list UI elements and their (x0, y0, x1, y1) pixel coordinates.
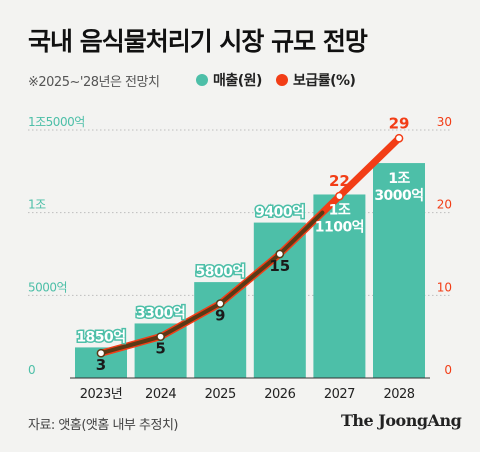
chart-title: 국내 음식물처리기 시장 규모 전망 (28, 27, 368, 56)
bar (253, 222, 306, 378)
legend: 매출(원) 보급률(%) (196, 70, 356, 90)
penetration-point (275, 249, 285, 259)
left-axis-tick-label: 5000억 (28, 280, 67, 294)
legend-item-sales: 매출(원) (196, 70, 262, 90)
publisher-logo: The JoongAng (341, 411, 462, 430)
x-tick-label: 2026 (264, 387, 295, 402)
right-axis-tick-label: 20 (437, 198, 452, 212)
right-axis-tick-label: 30 (437, 115, 452, 129)
penetration-point (96, 348, 106, 358)
x-tick-label: 2023년 (80, 387, 123, 402)
legend-item-penetration: 보급률(%) (275, 70, 356, 90)
penetration-point (156, 332, 165, 342)
bar (194, 282, 247, 378)
penetration-value-label: 29 (389, 114, 410, 132)
bar-value-label: 1조 1100억 (315, 202, 364, 235)
penetration-point (335, 191, 344, 201)
left-axis-tick-label: 0 (28, 363, 35, 377)
x-tick-label: 2024 (145, 387, 176, 402)
right-axis-tick-label: 0 (444, 363, 452, 377)
legend-swatch-sales (196, 74, 208, 86)
bar-value-label: 9400억 (255, 205, 304, 221)
bar-value-label-line: 1조 (329, 202, 351, 218)
bar-value-label: 1850억 (76, 329, 125, 345)
left-axis-tick-label: 1조5000억 (28, 115, 85, 129)
bar (313, 194, 366, 378)
legend-swatch-penetration (275, 74, 288, 86)
bar-value-label-line: 1조 (388, 171, 410, 187)
penetration-point (215, 299, 225, 308)
x-tick-label: 2027 (324, 387, 355, 402)
legend-label-sales: 매출(원) (213, 73, 262, 89)
bar-value-label-line: 1100억 (315, 219, 364, 235)
right-axis-tick-label: 10 (437, 280, 452, 294)
penetration-value-label: 15 (269, 257, 290, 275)
forecast-note: ※2025~'28년은 전망치 (28, 75, 160, 90)
bar-value-label: 5800억 (196, 264, 245, 280)
bar-value-label: 1조 3000억 (374, 171, 423, 204)
left-axis-tick-label: 1조 (28, 198, 46, 212)
penetration-value-label: 3 (96, 356, 106, 374)
bar-value-label: 3300억 (136, 305, 185, 321)
source-text: 자료: 앳홈(앳홈 내부 추정치) (28, 418, 178, 433)
bar (373, 163, 425, 378)
x-tick-label: 2028 (383, 387, 414, 402)
x-tick-label: 2025 (205, 387, 236, 402)
legend-label-penetration: 보급률(%) (292, 73, 356, 89)
penetration-value-label: 22 (329, 172, 350, 190)
penetration-point (394, 133, 404, 143)
penetration-value-label: 5 (155, 340, 165, 358)
penetration-value-label: 9 (215, 307, 225, 325)
bar-value-label-line: 3000억 (374, 188, 423, 204)
